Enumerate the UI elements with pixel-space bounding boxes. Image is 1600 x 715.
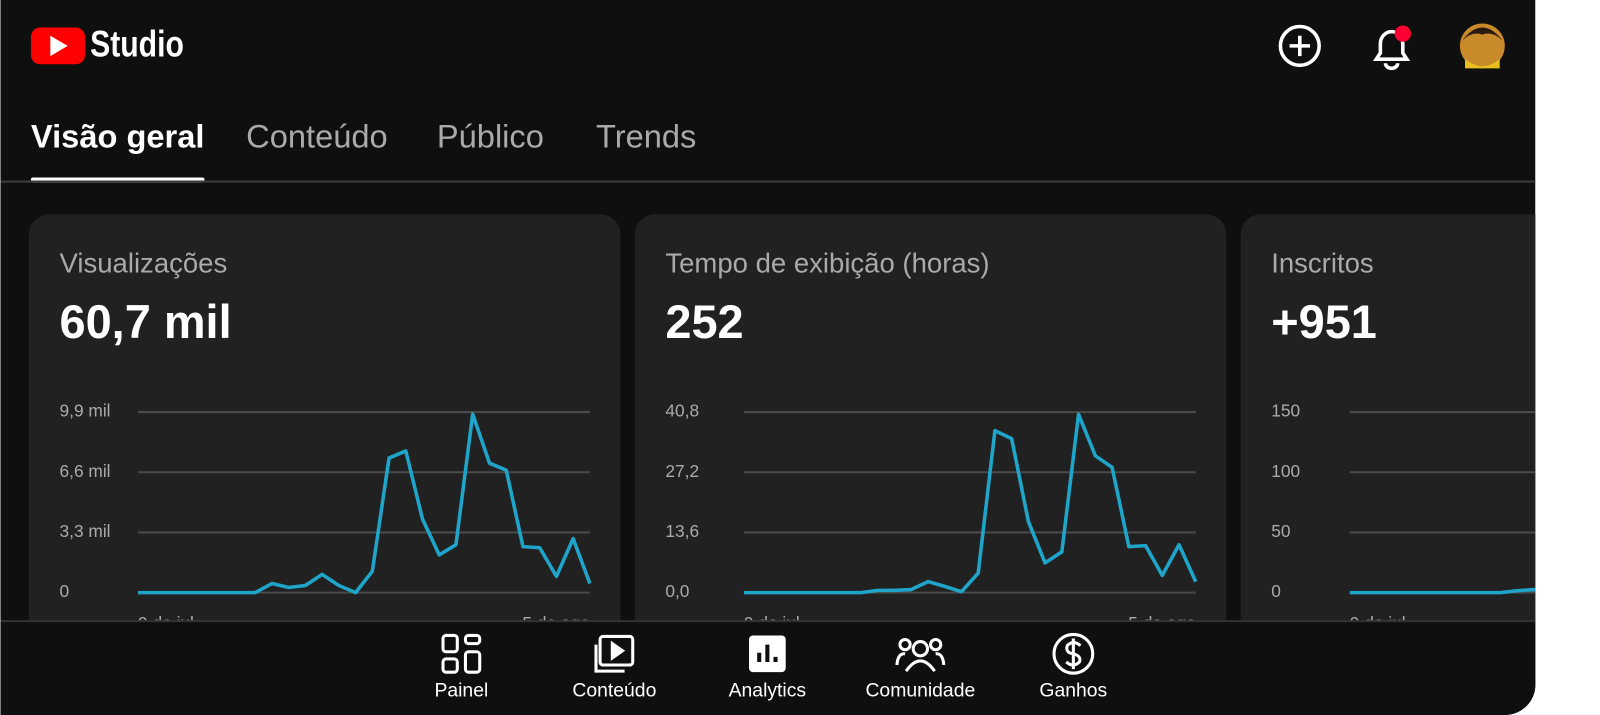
card-background — [634, 214, 1227, 715]
y-tick-label: 9,9 mil — [60, 401, 111, 421]
avatar-hair — [1461, 27, 1503, 41]
nav-icon-conteudo — [610, 640, 626, 661]
logo[interactable]: Studio — [30, 24, 184, 65]
nav-icon-comunidade — [911, 640, 930, 658]
card-total: 252 — [665, 296, 743, 348]
nav-icon-ganhos — [1052, 632, 1095, 675]
nav-icon-painel — [441, 657, 459, 674]
avatar-shirt — [1465, 59, 1500, 69]
notification-dot — [1394, 25, 1411, 42]
y-tick-label: 3,3 mil — [60, 521, 111, 541]
app-title: Studio — [90, 24, 184, 65]
card-background — [28, 214, 621, 715]
y-tick-label: 40,8 — [665, 401, 699, 421]
card-title: Visualizações — [60, 247, 228, 278]
tab[interactable]: Trends — [596, 117, 696, 154]
cards: Visualizações 60,7 mil 0 3,3 mil 6,6 mil 9,9 … — [28, 214, 1600, 715]
metric-card[interactable]: Inscritos+9510501001509 de jul — [1240, 214, 1600, 715]
tabs: Visão geral Conteúdo Público Trends — [30, 117, 696, 183]
y-tick-label: 13,6 — [665, 521, 699, 541]
bell-icon — [1372, 29, 1411, 71]
nav-label[interactable]: Conteúdo — [572, 680, 656, 702]
nav-label[interactable]: Painel — [434, 680, 488, 702]
logo-play — [50, 35, 68, 57]
data-line — [1349, 587, 1536, 595]
tab[interactable]: Conteúdo — [246, 117, 388, 154]
bottom-nav: Painel Conteúdo Analytics Comunidade Ganhos — [0, 620, 1536, 715]
notifications-button[interactable] — [1372, 25, 1411, 71]
y-tick-label: 100 — [1271, 461, 1300, 481]
y-tick-label: 27,2 — [665, 461, 699, 481]
nav-icon-comunidade — [895, 652, 946, 666]
create-button[interactable] — [1278, 24, 1321, 68]
data-line — [743, 412, 1198, 595]
nav-icon-comunidade — [929, 637, 943, 652]
tab[interactable]: Público — [437, 117, 544, 154]
y-tick-label: 6,6 mil — [60, 461, 111, 481]
y-tick-label: 50 — [1271, 521, 1290, 541]
card-total: +951 — [1271, 296, 1377, 348]
nav-icon-conteudo — [594, 644, 625, 673]
nav-icon-ganhos — [1065, 638, 1082, 670]
card-title: Tempo de exibição (horas) — [665, 247, 989, 278]
create-icon — [1278, 24, 1321, 68]
nav-icon-comunidade — [898, 637, 912, 652]
y-tick-label: 150 — [1271, 401, 1300, 421]
create-plus — [1289, 35, 1310, 57]
card-total: 60,7 mil — [60, 296, 232, 348]
nav-label[interactable]: Analytics — [729, 680, 806, 702]
tab[interactable]: Visão geral — [31, 117, 205, 154]
nav-items: Painel Conteúdo Analytics Comunidade Ganhos — [434, 680, 1107, 702]
nav-label[interactable]: Comunidade — [865, 680, 975, 702]
y-tick-label: 0 — [1271, 581, 1281, 601]
metric-card[interactable]: Tempo de exibição (horas) 252 0,0 13,6 27,2 4… — [634, 214, 1227, 715]
nav-icon-painel — [463, 650, 482, 674]
avatar[interactable] — [1459, 23, 1505, 69]
y-tick-label: 0 — [60, 581, 70, 601]
nav-label[interactable]: Ganhos — [1039, 680, 1107, 702]
y-tick-label: 0,0 — [665, 581, 689, 601]
card-background — [1240, 214, 1536, 715]
nav-icon-painel — [463, 633, 482, 646]
nav-icon-painel — [441, 633, 459, 654]
nav-icon-conteudo — [598, 634, 635, 667]
card-title: Inscritos — [1271, 247, 1373, 278]
nav-icon-comunidade — [904, 659, 936, 673]
data-line — [138, 412, 592, 595]
avatar-image — [1459, 23, 1505, 69]
nav-icon-analytics — [757, 644, 778, 662]
outside-area — [1535, 0, 1599, 715]
